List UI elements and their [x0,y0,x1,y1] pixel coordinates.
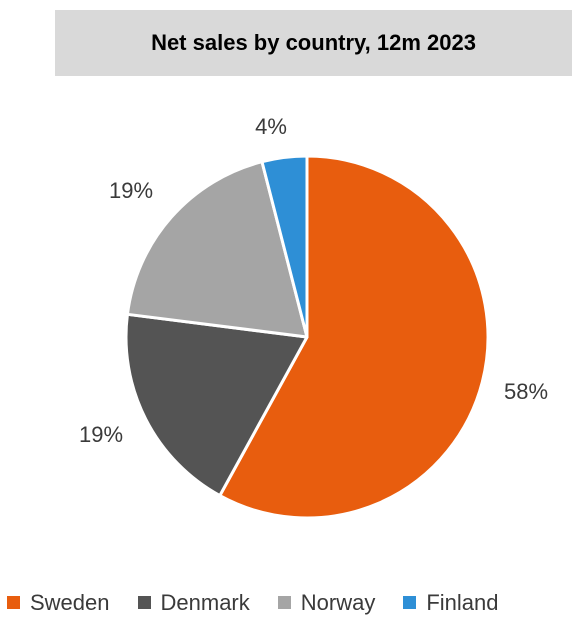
legend-swatch-norway [277,596,291,609]
data-label-norway: 19% [109,178,153,203]
legend-label-sweden: Sweden [30,589,110,615]
legend: Sweden Denmark Norway Finland [7,589,577,621]
legend-label-norway: Norway [300,589,376,615]
legend-label-finland: Finland [426,589,499,615]
legend-item-norway: Norway [277,589,376,616]
chart-title-box: Net sales by country, 12m 2023 [55,10,572,76]
data-label-finland: 4% [255,114,287,139]
chart-title: Net sales by country, 12m 2023 [151,30,476,55]
pie-slice-denmark [124,312,309,498]
pie-slice-finland [260,154,309,339]
pie-slice-norway [125,160,309,339]
legend-item-finland: Finland [403,589,499,616]
legend-item-denmark: Denmark [137,589,250,616]
pie-slice-sweden [218,154,490,520]
legend-swatch-finland [403,596,417,609]
legend-label-denmark: Denmark [160,589,250,615]
data-label-sweden: 58% [504,379,548,404]
data-label-denmark: 19% [79,422,123,447]
legend-item-sweden: Sweden [7,590,110,616]
legend-swatch-denmark [137,596,151,609]
legend-swatch-sweden [7,596,20,609]
